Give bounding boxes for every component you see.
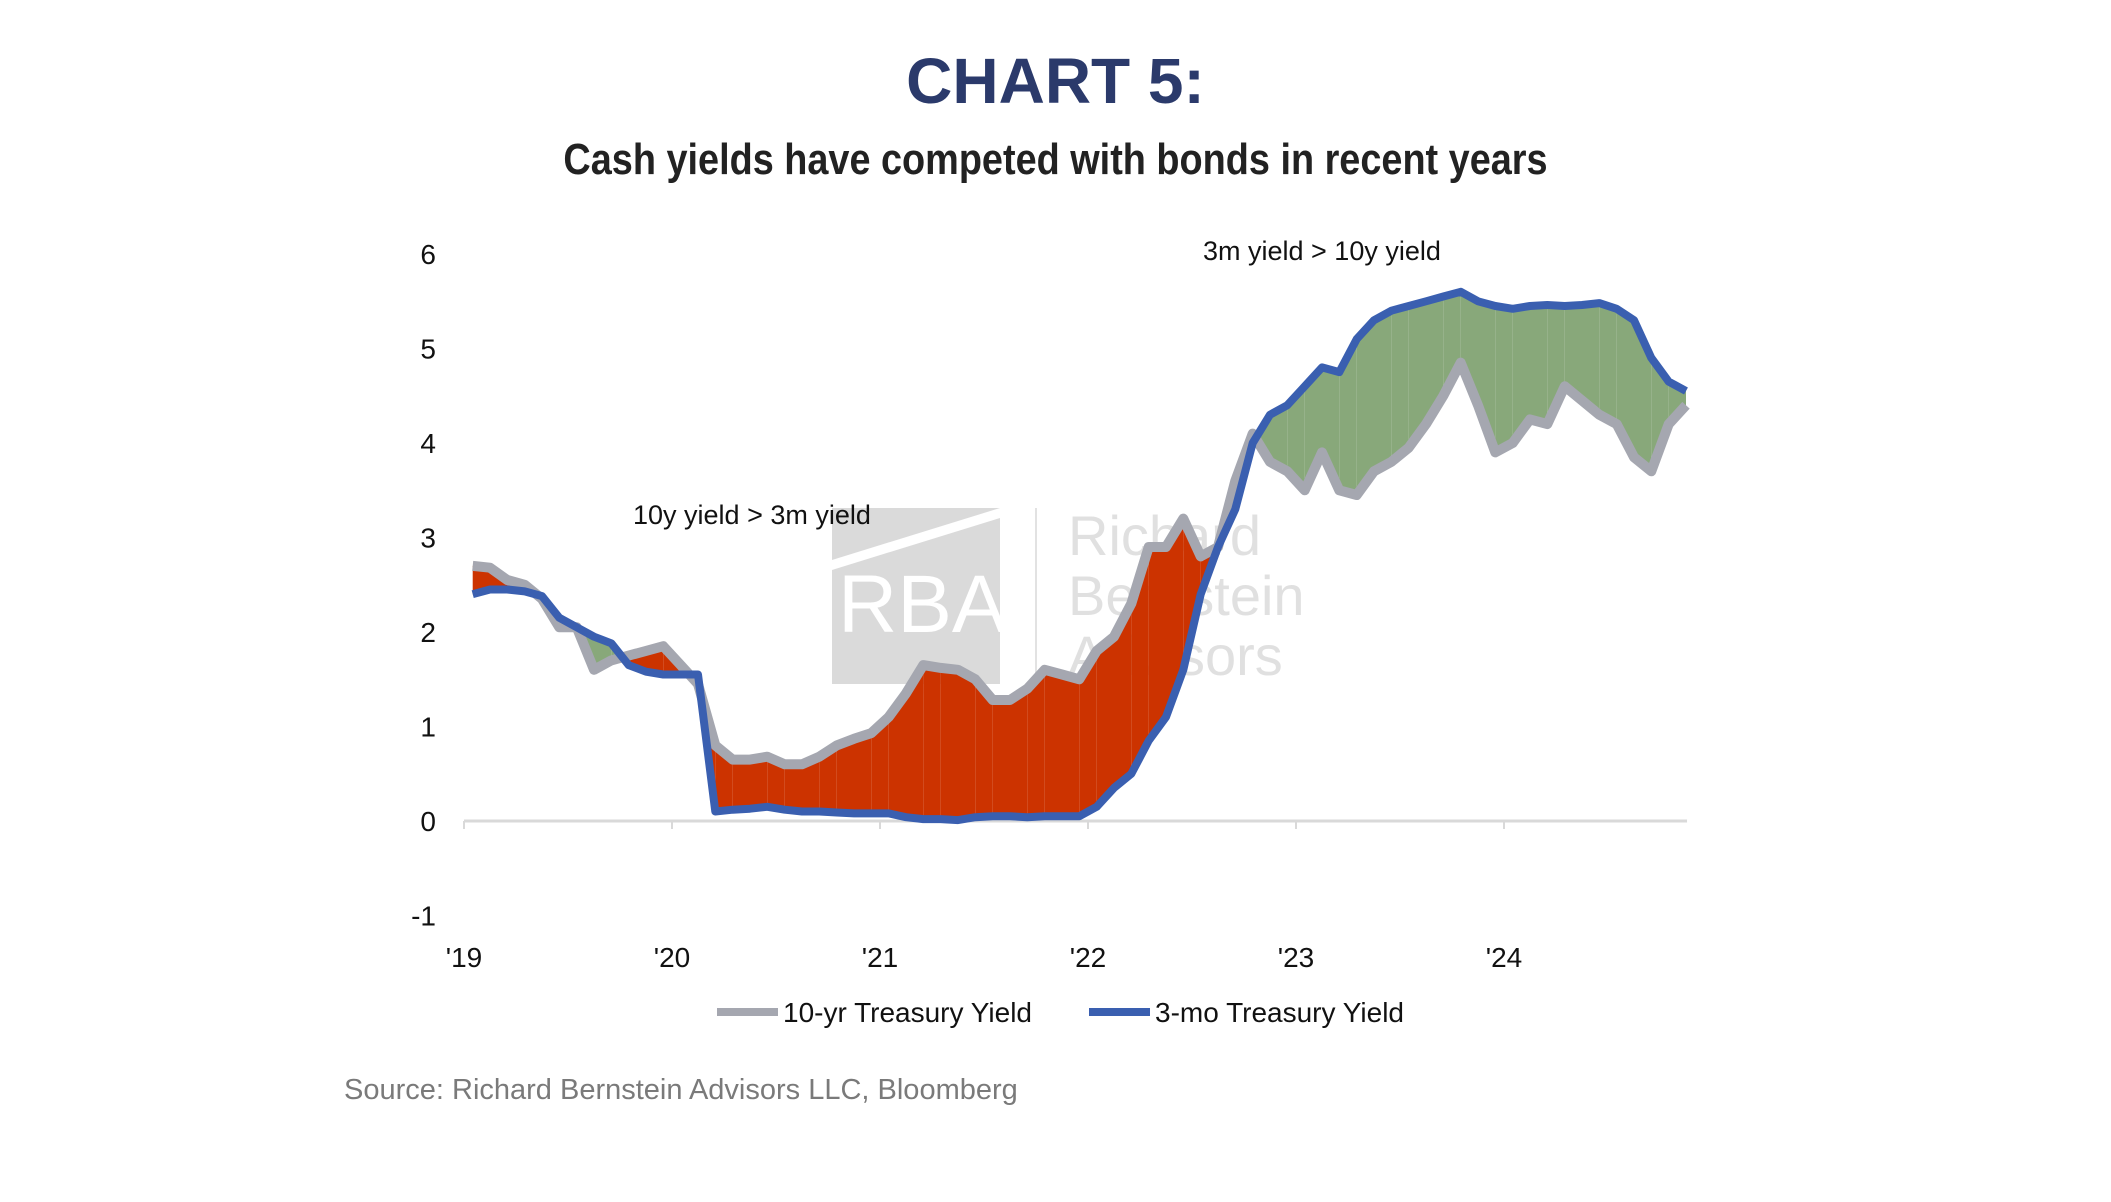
fill-10y-above [906, 665, 924, 820]
fill-3m-above [1651, 357, 1669, 472]
fill-10y-above [992, 700, 1010, 817]
tick-labels: -1 0 1 2 3 4 5 6 '19 '20 '21 '22 '23 '24 [411, 239, 1522, 973]
fill-10y-above [1166, 518, 1184, 717]
fill-10y-above [975, 679, 993, 818]
fill-3m-above [1582, 303, 1600, 415]
y-tick-label: 0 [420, 806, 436, 837]
x-tick-label: '21 [862, 942, 899, 973]
fill-10y-above [923, 665, 941, 820]
fill-3m-above [1564, 305, 1582, 401]
series-lines [471, 287, 1690, 825]
fill-3m-above [1287, 386, 1305, 491]
fill-10y-above [888, 693, 906, 818]
fill-3m-above [1530, 305, 1548, 425]
fill-10y-above [1062, 674, 1080, 817]
legend-label-3mo: 3-mo Treasury Yield [1155, 997, 1404, 1028]
x-tick-label: '20 [654, 942, 691, 973]
fill-10y-above [767, 756, 785, 810]
spread-fills [472, 291, 1686, 821]
fill-3m-above [1391, 306, 1409, 462]
fill-3m-above [1512, 306, 1530, 443]
fill-10y-above [750, 756, 768, 809]
fill-3m-above [1616, 308, 1634, 458]
x-tick-label: '23 [1278, 942, 1315, 973]
annotations: 10y yield > 3m yield 3m yield > 10y yield [633, 236, 1441, 530]
fill-3m-above [1374, 310, 1392, 472]
fill-10y-above [1044, 669, 1062, 817]
annotation-3m-above: 3m yield > 10y yield [1203, 236, 1441, 266]
fill-10y-above [958, 669, 976, 821]
y-tick-label: 2 [420, 617, 436, 648]
fill-10y-above [819, 745, 837, 813]
series-line-10yr [472, 357, 1690, 770]
y-tick-label: 3 [420, 523, 436, 554]
annotation-10y-above: 10y yield > 3m yield [633, 500, 871, 530]
fill-10y-above [1010, 688, 1028, 818]
fill-10y-above [836, 738, 854, 814]
x-tick-label: '19 [446, 942, 483, 973]
fill-3m-above [1460, 291, 1478, 406]
fill-10y-above [732, 759, 750, 810]
source-note: Source: Richard Bernstein Advisors LLC, … [344, 1074, 1018, 1106]
chart-title: CHART 5: [906, 45, 1205, 117]
rba-watermark-logo: RBA Richard Bernstein Advisors [832, 504, 1305, 690]
fill-10y-above [1114, 603, 1132, 788]
chart-subtitle: Cash yields have competed with bonds in … [563, 135, 1548, 184]
fill-10y-above [940, 667, 958, 821]
fill-10y-above [1079, 650, 1097, 817]
fill-3m-above [1495, 306, 1513, 453]
fill-10y-above [854, 733, 872, 814]
x-tick-label: '22 [1070, 942, 1107, 973]
fill-10y-above [784, 764, 802, 812]
x-tick-label: '24 [1486, 942, 1523, 973]
y-tick-label: 4 [420, 428, 436, 459]
fill-3m-above [1339, 339, 1357, 495]
fill-10y-above [1096, 636, 1114, 807]
axes [463, 819, 1688, 829]
fill-3m-above [1270, 405, 1288, 472]
fill-3m-above [1599, 303, 1617, 425]
fill-3m-above [1426, 296, 1444, 425]
watermark-stripe [832, 508, 1000, 570]
y-tick-label: 5 [420, 334, 436, 365]
legend-label-10yr: 10-yr Treasury Yield [783, 997, 1032, 1028]
series-line-3mo [471, 287, 1688, 825]
legend: 10-yr Treasury Yield 3-mo Treasury Yield [717, 997, 1404, 1028]
fill-10y-above [802, 756, 820, 812]
fill-3m-above [1356, 320, 1374, 495]
y-tick-label: 6 [420, 239, 436, 270]
watermark-logo-text: RBA [838, 559, 1007, 650]
fill-10y-above [871, 717, 889, 814]
fill-10y-above [1027, 669, 1045, 818]
y-tick-label: -1 [411, 901, 436, 932]
fill-3m-above [1408, 301, 1426, 448]
fill-10y-above [1148, 547, 1166, 741]
y-tick-label: 1 [420, 712, 436, 743]
